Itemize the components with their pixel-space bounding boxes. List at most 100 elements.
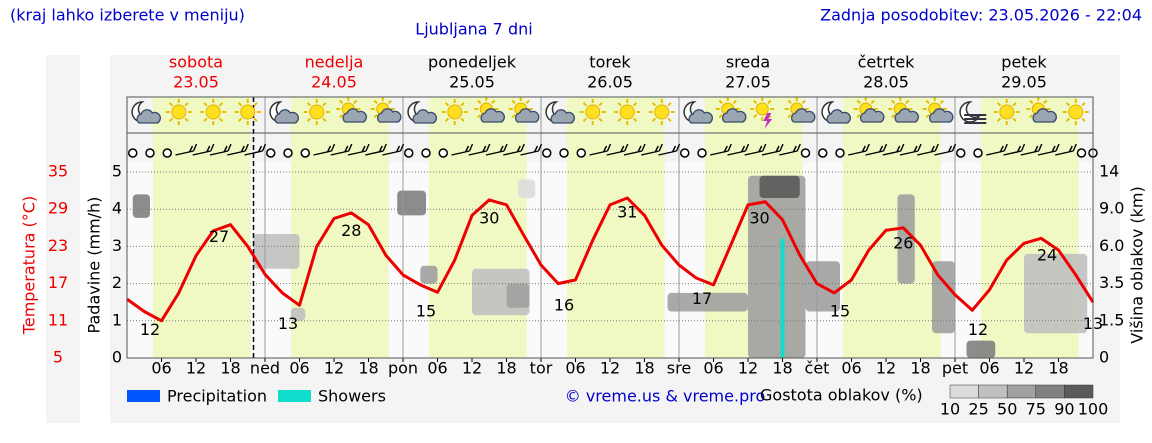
daylight <box>842 97 941 358</box>
sun-ray <box>1043 99 1048 105</box>
y2-tick-label: 14 <box>1099 162 1119 181</box>
sun <box>447 104 463 120</box>
sun-ray <box>651 102 657 107</box>
wind-calm <box>800 148 811 158</box>
cloud-icon <box>929 108 954 123</box>
cloud-legend-tick: 50 <box>997 400 1017 419</box>
day-date: 24.05 <box>311 73 357 92</box>
sun <box>654 104 670 120</box>
sun-ray <box>460 117 465 122</box>
temp-extreme-label: 13 <box>278 314 298 333</box>
wind-calm <box>576 148 586 158</box>
temp-extreme-label: 17 <box>692 289 712 308</box>
sun-ray <box>373 113 378 119</box>
x-tick-label: pon <box>388 359 418 378</box>
weather-icon <box>441 99 468 125</box>
wind-barb <box>589 143 612 156</box>
sun-ray <box>253 102 258 107</box>
cloud <box>518 179 536 199</box>
cloud <box>253 234 300 269</box>
wind-calm <box>266 148 276 158</box>
temp-tick-label: 5 <box>53 348 63 367</box>
cloud-legend-tick: 25 <box>968 400 988 419</box>
sun-ray <box>801 99 806 105</box>
wind-calm <box>973 148 983 158</box>
sun-ray <box>237 102 243 107</box>
wind-calm <box>559 148 569 158</box>
lightning <box>763 113 773 129</box>
x-tick-label: čet <box>805 359 830 378</box>
weather-icon <box>579 99 606 125</box>
wind-calm <box>835 148 845 158</box>
weather-icon <box>614 99 641 125</box>
sun-ray <box>1081 102 1086 107</box>
cloud <box>506 283 530 308</box>
wind-calm <box>300 148 310 158</box>
temp-tick-label: 23 <box>48 236 68 255</box>
weather-icon <box>648 99 675 125</box>
wind-barb <box>744 143 767 156</box>
weather-icon <box>888 97 919 123</box>
sun-ray <box>667 117 672 122</box>
sun <box>171 104 187 120</box>
sun-ray <box>891 113 896 119</box>
sun <box>1068 104 1084 120</box>
day-name: petek <box>1001 53 1047 72</box>
sun-ray <box>617 117 622 122</box>
x-tick-label: 18 <box>220 359 240 378</box>
weather-icon <box>336 97 367 123</box>
sun-ray <box>339 99 344 105</box>
temperature-line <box>126 196 1095 323</box>
sun <box>240 104 256 120</box>
wind-calm <box>956 148 966 158</box>
x-tick-label: ned <box>250 359 280 378</box>
weather-icon <box>715 97 747 123</box>
x-tick-label: 18 <box>772 359 792 378</box>
day-date: 23.05 <box>173 73 219 92</box>
copyright: © vreme.us & vreme.pro <box>565 387 766 406</box>
sun-ray <box>511 113 516 119</box>
weather-icon <box>959 101 987 124</box>
sun-ray <box>168 117 174 122</box>
weather-icon <box>1062 99 1089 125</box>
sun-ray <box>306 102 312 107</box>
legend-swatch <box>127 390 160 402</box>
temp-tick-label: 29 <box>48 199 68 218</box>
day-name: sobota <box>169 53 223 72</box>
sun-ray <box>732 99 737 105</box>
wind-barb <box>658 143 681 156</box>
temp-extreme-label: 31 <box>617 202 637 221</box>
wind-barb <box>244 143 267 156</box>
cloud-icon <box>1032 108 1057 123</box>
updated: Zadnja posodobitev: 23.05.2026 - 22:04 <box>820 6 1142 25</box>
x-tick-label: 12 <box>876 359 896 378</box>
sun <box>309 104 325 120</box>
x-tick-label: sre <box>667 359 691 378</box>
temp-tick-label: 35 <box>48 162 68 181</box>
temp-extreme-label: 12 <box>140 320 160 339</box>
sun-ray <box>477 113 482 119</box>
cloud <box>748 175 806 358</box>
cloud-icon <box>860 108 885 123</box>
sun-ray <box>787 113 792 119</box>
cloud-icon <box>550 109 575 124</box>
temp-extreme-label: 12 <box>968 320 988 339</box>
sun-ray <box>387 99 392 105</box>
wind-barb <box>382 143 405 156</box>
cloud-legend-box <box>1035 384 1065 399</box>
sun-ray <box>237 117 243 122</box>
weather-icon <box>234 99 261 125</box>
x-tick-label: 06 <box>427 359 447 378</box>
day-date: 25.05 <box>449 73 495 92</box>
sun-ray <box>203 102 208 107</box>
wind-barb <box>641 143 663 156</box>
cloud-icon <box>412 109 437 124</box>
wind-barb <box>1020 143 1043 156</box>
cloud-icon <box>274 109 299 124</box>
x-tick-label: 12 <box>462 359 482 378</box>
weather-icon <box>474 97 505 123</box>
wind-barb <box>848 143 870 156</box>
sun-ray <box>253 117 258 122</box>
sun <box>585 104 601 120</box>
